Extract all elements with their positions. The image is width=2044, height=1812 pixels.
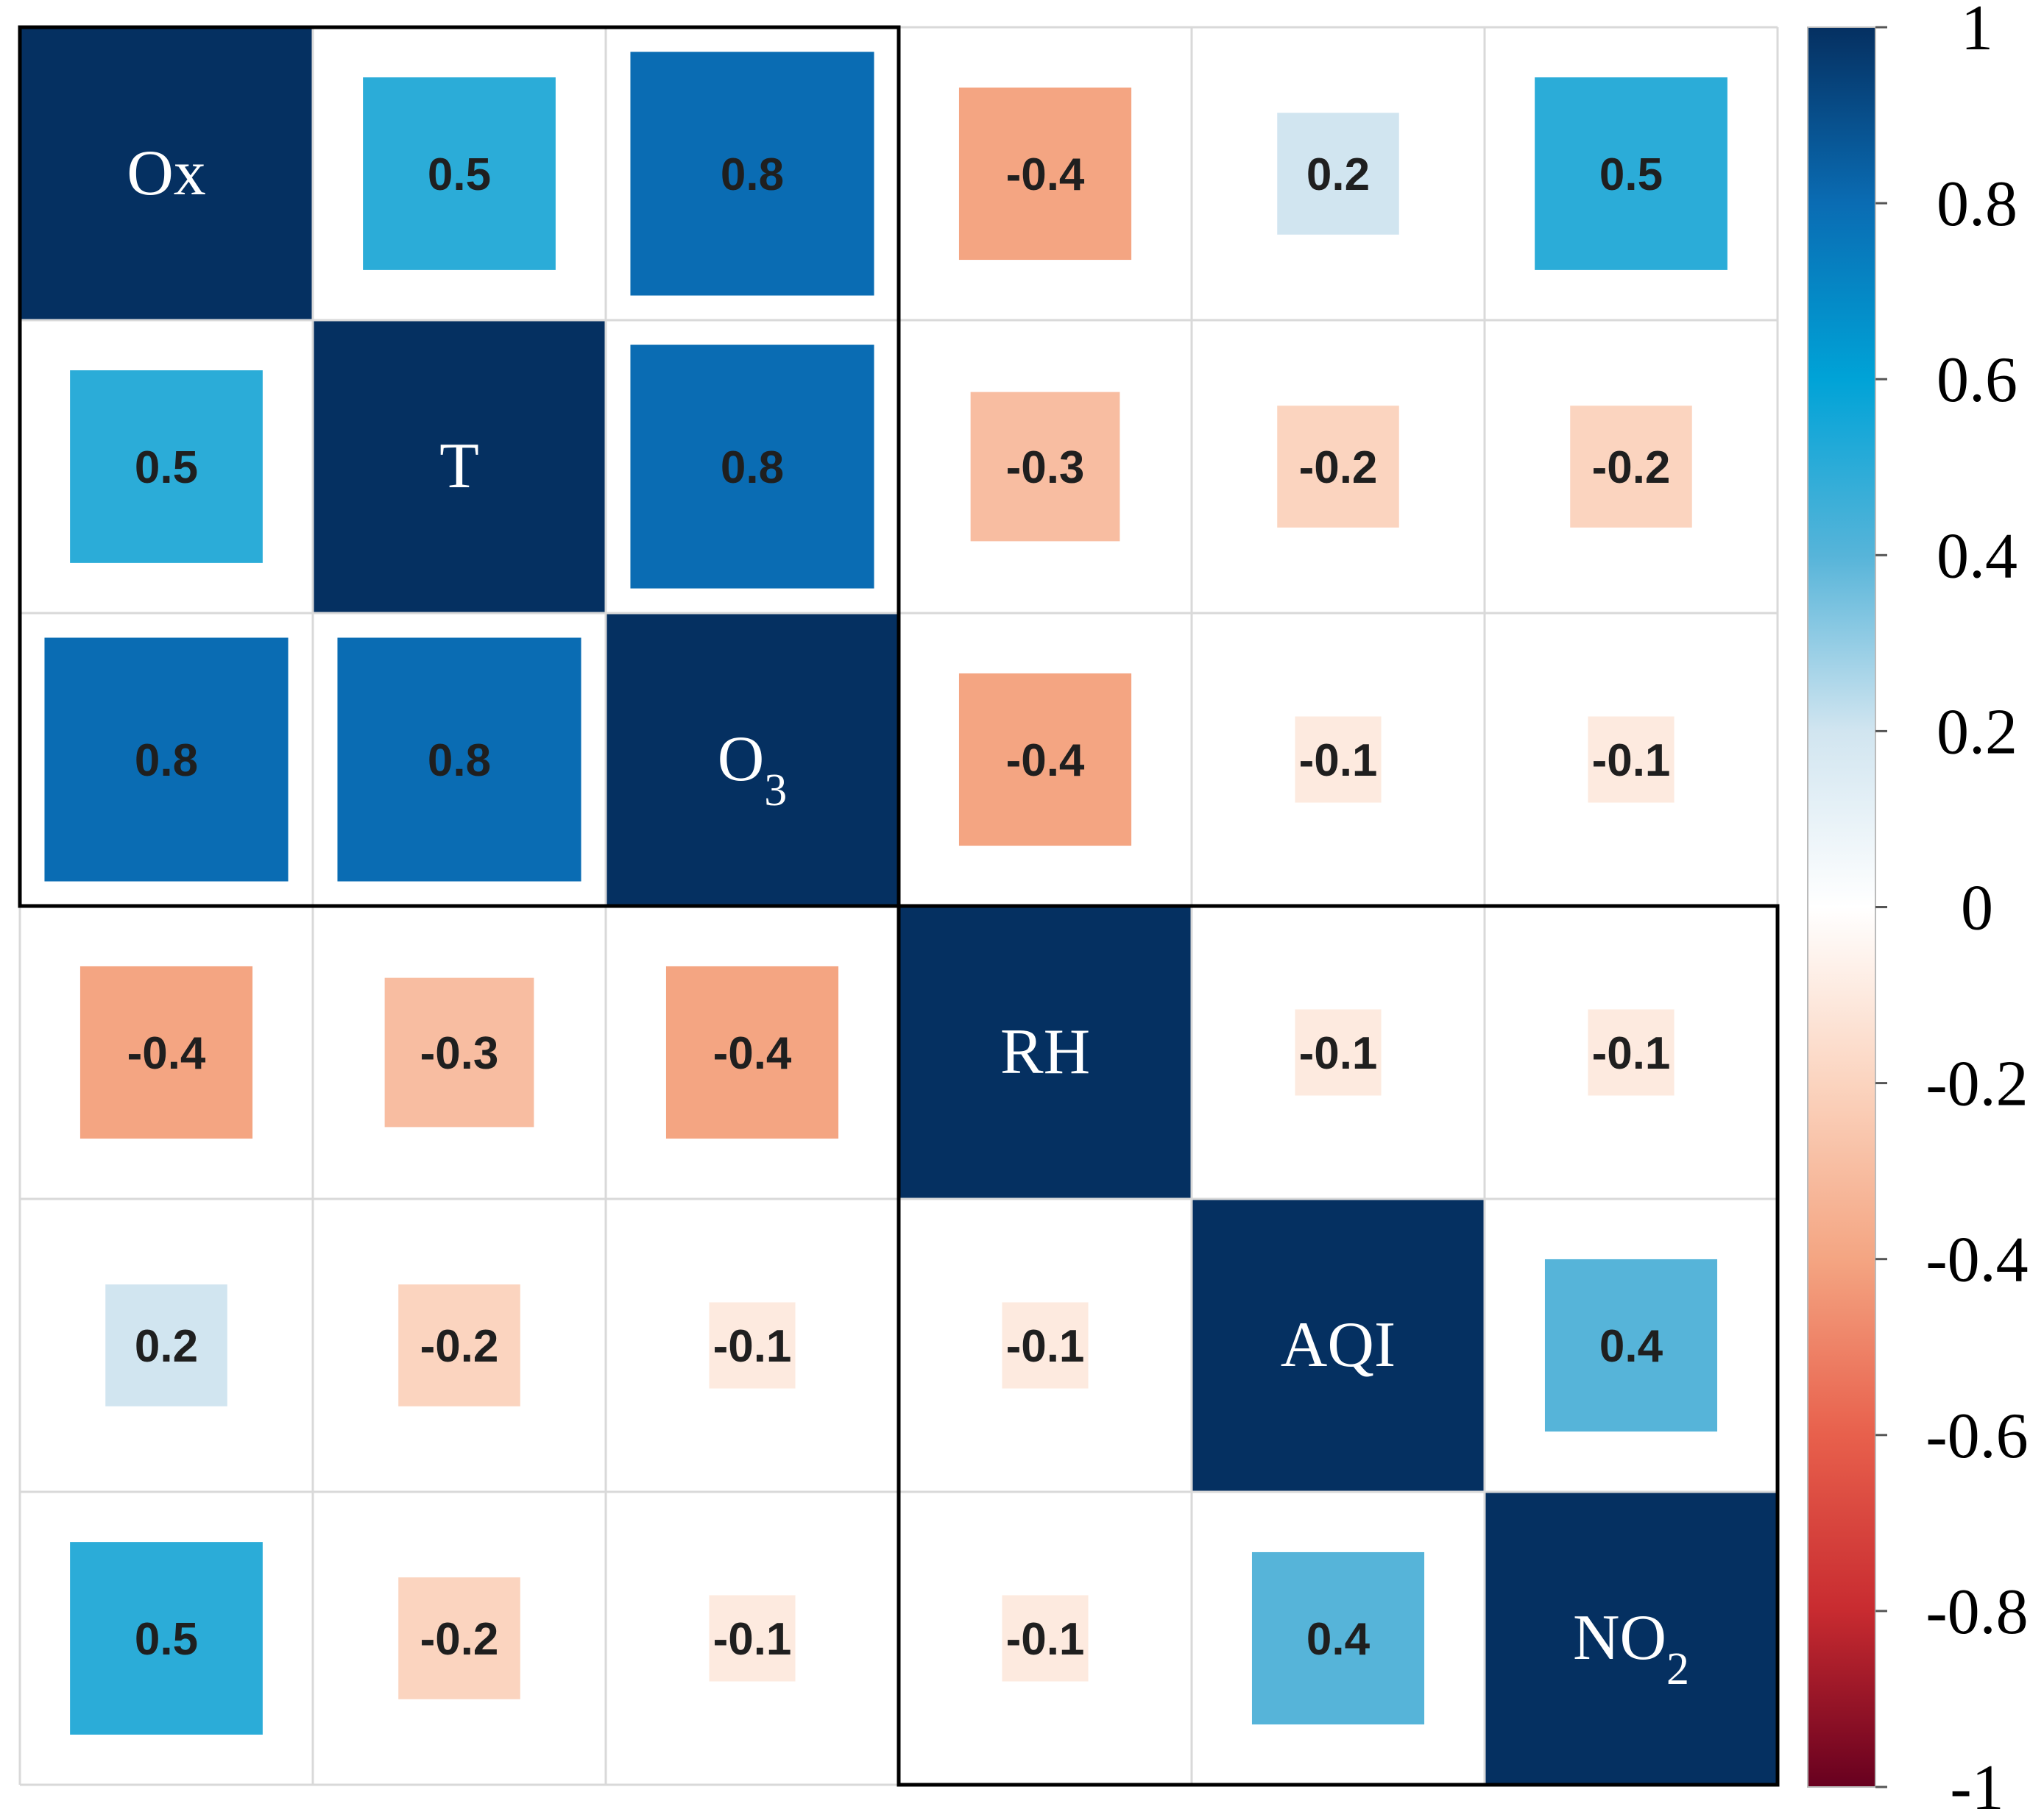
colorbar-gradient — [1807, 26, 1876, 1788]
colorbar: 1 0.8 0.6 0.4 0.2 0 -0.2 -0.4 -0.6 -0.8 -1 — [1807, 0, 2029, 1812]
correlation-value-label: -0.2 — [420, 1321, 499, 1372]
colorbar-tick-label: 0 — [1961, 873, 1993, 944]
correlation-value-label: 0.8 — [721, 149, 784, 200]
correlation-value-label: 0.5 — [135, 1614, 198, 1665]
correlation-square — [1277, 113, 1399, 235]
correlation-square — [79, 966, 253, 1139]
correlation-square — [44, 637, 289, 882]
variable-label-no2: NO2 — [1573, 1602, 1689, 1694]
diagonal-cell-no2 — [1485, 1493, 1777, 1784]
correlation-value-label: -0.1 — [713, 1614, 792, 1665]
variable-label-o3: O3 — [718, 723, 788, 815]
correlation-value-label: -0.2 — [1299, 442, 1378, 493]
diagonal-cell-aqi — [1192, 1200, 1484, 1491]
correlation-value-label: -0.1 — [1592, 1028, 1671, 1079]
correlation-square — [70, 1542, 263, 1735]
colorbar-tick-label: -1 — [1950, 1752, 2004, 1812]
correlation-square — [665, 966, 839, 1139]
correlation-square — [1295, 1009, 1382, 1096]
colorbar-tick-label: 0.2 — [1937, 696, 2018, 768]
correlation-square — [1544, 1259, 1718, 1432]
correlation-value-label: 0.2 — [1306, 149, 1370, 200]
correlation-square — [384, 977, 534, 1128]
correlation-square — [1588, 1009, 1675, 1096]
colorbar-tick-label: 0.4 — [1937, 520, 2018, 592]
correlation-square — [970, 392, 1120, 542]
correlation-value-label: 0.5 — [1599, 149, 1663, 200]
correlation-square — [70, 370, 263, 563]
correlation-square — [709, 1302, 796, 1389]
correlation-square — [1002, 1595, 1089, 1682]
colorbar-tick-label: 0.8 — [1937, 169, 2018, 240]
diagonal-cell-rh — [899, 907, 1191, 1198]
correlation-square — [105, 1284, 227, 1406]
correlation-value-label: 0.8 — [721, 442, 784, 493]
correlation-value-label: -0.1 — [713, 1321, 792, 1372]
colorbar-tick-label: -0.4 — [1925, 1225, 2028, 1296]
cluster-boxes — [18, 25, 1780, 1787]
correlation-square — [958, 87, 1132, 261]
correlation-value-label: 0.2 — [135, 1321, 198, 1372]
correlation-value-label: -0.1 — [1006, 1614, 1085, 1665]
correlation-square — [1002, 1302, 1089, 1389]
correlation-square — [1295, 716, 1382, 803]
correlation-value-label: -0.1 — [1299, 1028, 1378, 1079]
correlation-value-label: 0.5 — [135, 442, 198, 493]
heatmap-cells: Ox 0.5 0.8 -0.4 0.2 0.5 0.5 T 0.8 -0.3 -0.2 -0.2 0.8… — [21, 28, 1777, 1784]
diagonal-cell-t — [314, 321, 605, 612]
correlation-value-label: 0.8 — [135, 735, 198, 786]
colorbar-tick-label: -0.8 — [1925, 1576, 2028, 1648]
diagonal-cell-o3 — [607, 614, 898, 905]
correlation-square — [709, 1595, 796, 1682]
correlation-value-label: -0.4 — [127, 1028, 206, 1079]
correlation-square — [630, 52, 874, 296]
correlation-value-label: -0.1 — [1592, 735, 1671, 786]
correlation-square — [1277, 406, 1399, 528]
correlation-value-label: -0.4 — [1006, 735, 1085, 786]
correlation-square — [398, 1284, 520, 1406]
correlation-value-label: 0.4 — [1306, 1614, 1371, 1665]
correlation-value-label: 0.4 — [1599, 1321, 1663, 1372]
colorbar-tick-label: 1 — [1961, 0, 1993, 64]
correlation-square — [337, 637, 581, 882]
correlation-value-label: -0.1 — [1006, 1321, 1085, 1372]
variable-label-rh: RH — [1000, 1016, 1090, 1088]
correlation-square — [630, 344, 874, 589]
correlation-value-label: -0.1 — [1299, 735, 1378, 786]
diagonal-cell-ox — [21, 28, 312, 319]
correlation-value-label: 0.8 — [428, 735, 491, 786]
correlation-square — [958, 673, 1132, 846]
correlation-square — [1535, 77, 1728, 270]
variable-label-t: T — [439, 431, 479, 502]
correlation-square — [1251, 1551, 1425, 1725]
correlation-square — [398, 1577, 520, 1699]
correlation-value-label: -0.4 — [713, 1028, 792, 1079]
correlation-value-label: -0.3 — [1006, 442, 1085, 493]
colorbar-tick-label: -0.2 — [1925, 1049, 2028, 1120]
correlation-value-label: 0.5 — [428, 149, 491, 200]
correlation-value-label: -0.3 — [420, 1028, 499, 1079]
correlation-square — [1570, 406, 1692, 528]
colorbar-tick-label: 0.6 — [1937, 344, 2018, 416]
correlation-square — [1588, 716, 1675, 803]
cluster-box-2 — [897, 904, 1780, 1787]
correlation-square — [363, 77, 556, 270]
correlation-value-label: -0.4 — [1006, 149, 1085, 200]
colorbar-tick-label: -0.6 — [1925, 1401, 2028, 1472]
cluster-box-1 — [18, 25, 901, 908]
correlation-value-label: -0.2 — [420, 1614, 499, 1665]
variable-label-ox: Ox — [127, 138, 206, 209]
correlation-value-label: -0.2 — [1592, 442, 1671, 493]
variable-label-aqi: AQI — [1281, 1309, 1396, 1381]
